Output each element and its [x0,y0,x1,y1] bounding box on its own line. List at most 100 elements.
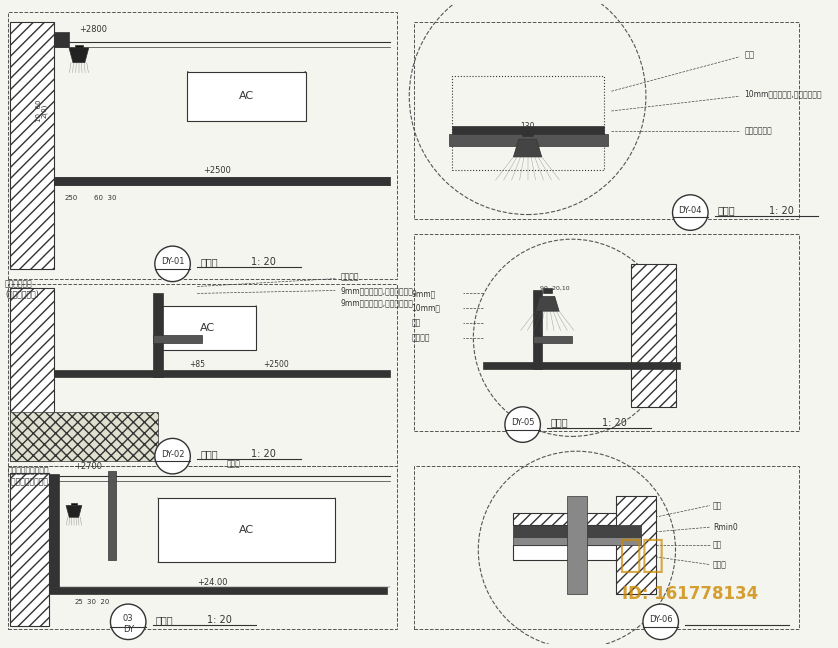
Text: 剖面图: 剖面图 [156,615,173,625]
Text: DY-04: DY-04 [679,206,702,215]
Polygon shape [535,296,559,311]
Text: 剖面图: 剖面图 [200,257,218,267]
Text: 板条: 板条 [713,501,722,510]
Bar [8,12,397,279]
Text: +2800: +2800 [79,25,107,34]
Text: AC: AC [199,323,215,333]
Circle shape [673,195,708,230]
Bar [54,177,390,185]
Text: 10mm石膏板基层,刷乳胶漆两道: 10mm石膏板基层,刷乳胶漆两道 [744,89,822,98]
Text: 9mm石膏板基层,刷乳胶漆两道: 9mm石膏板基层,刷乳胶漆两道 [340,299,413,308]
Text: 10mm板: 10mm板 [411,304,440,313]
Text: 1: 20: 1: 20 [251,257,277,267]
Text: 1: 20: 1: 20 [769,205,794,216]
Text: 10: 10 [459,137,468,143]
Text: +85: +85 [189,360,205,369]
Bar [513,545,641,560]
Text: 铝制格栅扣板: 铝制格栅扣板 [744,126,773,135]
Bar [158,306,256,350]
Text: 99  20,10: 99 20,10 [541,286,570,291]
Text: 铝制格栅扣板: 铝制格栅扣板 [5,279,33,288]
Bar [532,290,542,369]
Bar [452,126,604,135]
Text: 扣板: 扣板 [713,540,722,550]
Bar [10,473,49,626]
Text: 1: 20: 1: 20 [602,417,627,428]
Text: AC: AC [239,91,254,101]
Polygon shape [69,48,89,63]
Text: 9mm板: 9mm板 [411,289,436,298]
Text: 10: 10 [592,137,601,143]
Bar [54,32,69,47]
Text: 130: 130 [520,122,535,131]
Text: +2700: +2700 [74,462,102,471]
Bar [448,133,608,146]
Text: (格栅铝板吊顶): (格栅铝板吊顶) [5,289,39,298]
Bar [108,471,116,560]
Text: 250: 250 [64,195,77,201]
Polygon shape [514,139,542,157]
Bar [158,498,335,562]
Circle shape [155,439,190,474]
Bar [532,336,572,343]
Text: DY-06: DY-06 [649,616,673,624]
Text: DY-01: DY-01 [161,257,184,266]
Bar [49,587,386,594]
Bar [543,288,551,294]
Bar [10,22,54,269]
Text: 10  60: 10 60 [36,100,43,122]
Bar [8,466,397,629]
Text: 60  30: 60 30 [94,195,116,201]
Circle shape [155,246,190,282]
Bar [513,537,641,545]
Text: (按功率计算承载力): (按功率计算承载力) [8,476,51,485]
Bar [153,335,202,343]
Bar [10,411,158,461]
Text: 250: 250 [521,137,534,143]
Text: ID: 161778134: ID: 161778134 [622,585,758,603]
Text: 剖面图: 剖面图 [718,205,736,216]
Text: 铝制扣板: 铝制扣板 [340,272,359,281]
Text: 知末: 知末 [618,536,665,573]
Circle shape [643,604,679,640]
Bar [631,264,675,407]
Text: 2(0): 2(0) [41,104,47,118]
Circle shape [505,407,541,443]
Polygon shape [66,505,82,517]
Bar [567,496,587,594]
Text: 扣板: 扣板 [411,319,421,327]
Text: 03: 03 [123,614,133,623]
Bar [414,22,799,220]
Bar [8,284,397,466]
Text: +24.00: +24.00 [197,578,228,587]
Text: DY: DY [122,625,134,634]
Text: 正视角: 正视角 [227,459,241,468]
Text: 1: 20: 1: 20 [207,615,232,625]
Bar [153,294,163,377]
Text: 30  20: 30 20 [87,599,110,605]
Text: +2500: +2500 [263,360,289,369]
Bar [513,513,641,525]
Circle shape [111,604,146,640]
Bar [452,76,604,170]
Text: 一衬板: 一衬板 [713,560,727,569]
Bar [75,45,83,48]
Text: 1: 20: 1: 20 [251,449,277,459]
Bar [522,128,533,135]
Bar [188,71,306,121]
Text: AC: AC [239,525,254,535]
Bar [513,525,641,537]
Bar [10,288,54,461]
Text: 大功率灯具吊装结构: 大功率灯具吊装结构 [8,467,49,476]
Text: 刷乳胶漆: 刷乳胶漆 [411,333,430,342]
Text: 9mm石膏板基层,刷乳胶漆两道: 9mm石膏板基层,刷乳胶漆两道 [340,286,413,295]
Text: 剖面图: 剖面图 [200,449,218,459]
Text: 1 1 1: 1 1 1 [541,298,556,303]
Text: 25: 25 [75,599,83,605]
Bar [414,235,799,432]
Text: +2500: +2500 [203,166,231,175]
Text: Rmin0: Rmin0 [713,523,737,531]
Bar [484,362,680,369]
Bar [616,496,656,594]
Text: 扣板: 扣板 [744,51,754,59]
